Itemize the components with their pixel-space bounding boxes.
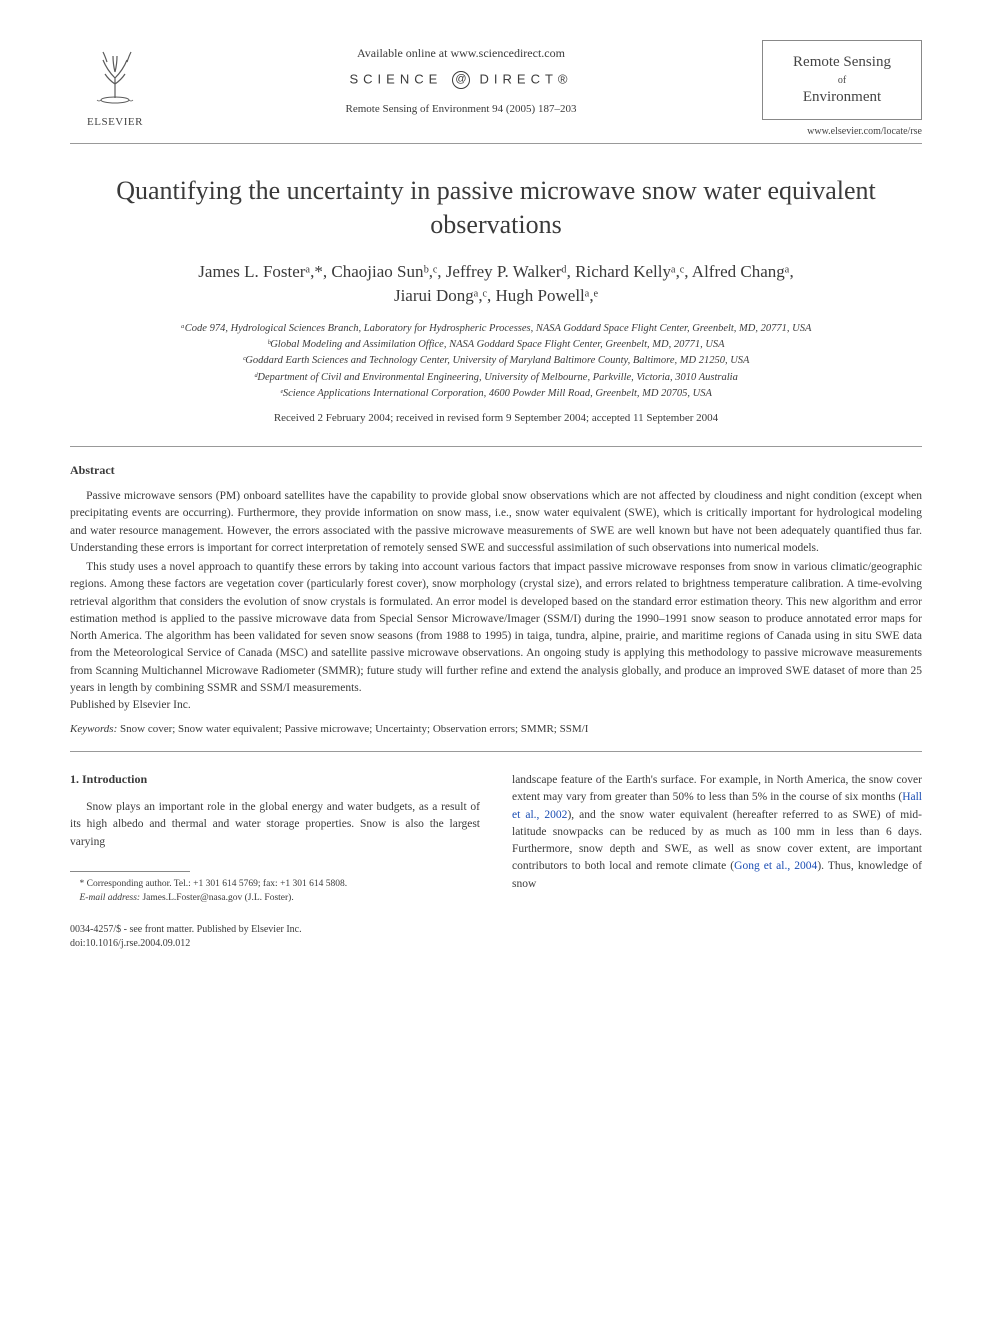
published-by: Published by Elsevier Inc. <box>70 699 922 711</box>
header: ELSEVIER Available online at www.science… <box>70 40 922 137</box>
abstract-heading: Abstract <box>70 463 922 478</box>
right-column: landscape feature of the Earth's surface… <box>512 772 922 905</box>
intro-right-paragraph: landscape feature of the Earth's surface… <box>512 772 922 893</box>
affiliations: ᵃCode 974, Hydrological Sciences Branch,… <box>70 321 922 402</box>
corresponding-author-footnote: * Corresponding author. Tel.: +1 301 614… <box>70 878 480 892</box>
abstract-paragraph-2: This study uses a novel approach to quan… <box>70 559 922 697</box>
authors: James L. Fosterᵃ,*, Chaojiao Sunᵇ,ᶜ, Jef… <box>70 260 922 309</box>
sciencedirect-logo: SCIENCE @ DIRECT® <box>160 71 762 89</box>
abstract-paragraph-1: Passive microwave sensors (PM) onboard s… <box>70 488 922 557</box>
article-title: Quantifying the uncertainty in passive m… <box>70 174 922 242</box>
article-dates: Received 2 February 2004; received in re… <box>70 412 922 424</box>
elsevier-logo: ELSEVIER <box>70 40 160 128</box>
elsevier-tree-icon <box>79 40 151 112</box>
introduction-heading: 1. Introduction <box>70 772 480 787</box>
footer: 0034-4257/$ - see front matter. Publishe… <box>70 923 922 951</box>
intro-left-paragraph: Snow plays an important role in the glob… <box>70 799 480 851</box>
journal-title: Remote Sensing of Environment <box>773 53 911 107</box>
keywords: Keywords: Snow cover; Snow water equival… <box>70 723 922 735</box>
journal-box-container: Remote Sensing of Environment www.elsevi… <box>762 40 922 137</box>
email-footnote: E-mail address: James.L.Foster@nasa.gov … <box>70 892 480 906</box>
journal-url: www.elsevier.com/locate/rse <box>762 126 922 137</box>
left-column: 1. Introduction Snow plays an important … <box>70 772 480 905</box>
available-online-text: Available online at www.sciencedirect.co… <box>160 46 762 61</box>
journal-reference: Remote Sensing of Environment 94 (2005) … <box>160 103 762 115</box>
citation-link-gong[interactable]: Gong et al., 2004 <box>734 860 817 872</box>
at-icon: @ <box>452 71 470 89</box>
footnote-rule <box>70 871 190 872</box>
header-divider <box>70 143 922 144</box>
two-column-body: 1. Introduction Snow plays an important … <box>70 772 922 905</box>
center-header: Available online at www.sciencedirect.co… <box>160 40 762 115</box>
elsevier-name: ELSEVIER <box>87 116 143 128</box>
abstract-bottom-rule <box>70 751 922 752</box>
abstract-top-rule <box>70 446 922 447</box>
journal-box: Remote Sensing of Environment <box>762 40 922 120</box>
